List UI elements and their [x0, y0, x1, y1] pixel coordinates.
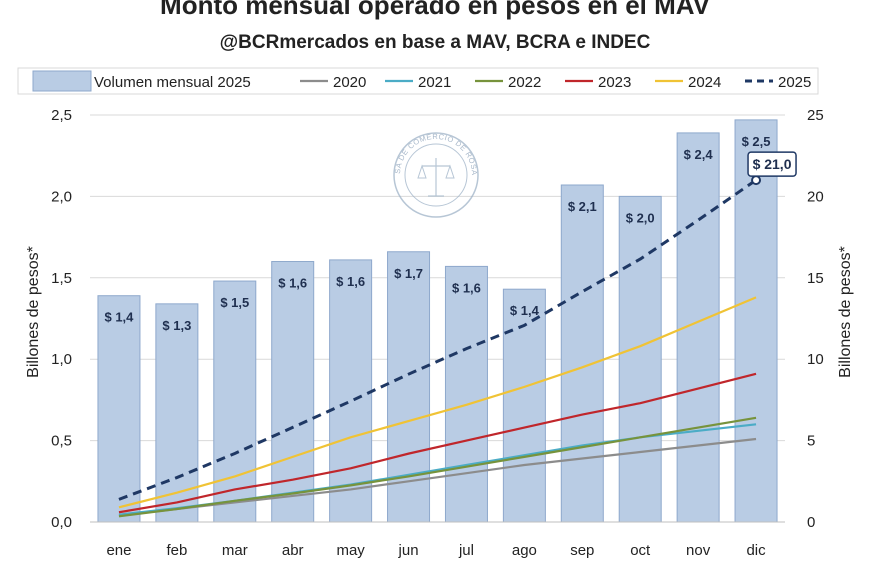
line-series: $ 21,0	[118, 151, 797, 518]
legend-frame	[17, 67, 819, 95]
chart-subtitle: @BCRmercados en base a MAV, BCRA e INDEC	[220, 32, 651, 53]
right-tick-label: 20	[807, 188, 824, 205]
line-series-2022	[118, 416, 757, 518]
x-tick-label: oct	[630, 542, 651, 559]
left-tick-label: 0,0	[51, 514, 72, 531]
right-tick-label: 25	[807, 107, 824, 124]
right-axis-label: Billones de pesos*	[837, 246, 854, 378]
right-tick-label: 0	[807, 514, 815, 531]
bar	[734, 119, 778, 523]
bar-data-label: $ 2,1	[568, 199, 597, 214]
bar-data-label: $ 1,6	[336, 274, 365, 289]
bar	[97, 295, 141, 523]
bar-data-label: $ 1,3	[162, 318, 191, 333]
axes: 0,0 0,5 1,0 1,5 2,0 2,5 0 5 10 15 20 25 ene feb mar abr…	[51, 107, 824, 559]
x-tick-label: abr	[282, 542, 304, 559]
bar	[213, 280, 257, 523]
right-tick-label: 10	[807, 351, 824, 368]
x-tick-label: feb	[166, 542, 187, 559]
legend-label-2025: 2025	[778, 74, 811, 91]
legend-label-bars: Volumen mensual 2025	[94, 74, 251, 91]
x-tick-label: nov	[686, 542, 711, 559]
line-series-2023	[118, 372, 757, 514]
left-tick-label: 2,0	[51, 188, 72, 205]
annotation-marker	[751, 175, 762, 186]
annotation-label: $ 21,0	[753, 156, 792, 172]
left-tick-label: 2,5	[51, 107, 72, 124]
bar	[502, 288, 546, 523]
bar	[560, 184, 604, 523]
left-tick-label: 1,5	[51, 270, 72, 287]
line-series-2024	[118, 296, 757, 509]
bar-data-label: $ 1,4	[104, 310, 134, 325]
bar-series: $ 1,4 $ 1,3 $ 1,5 $ 1,6 $ 1,6 $ 1,7 $ 1,6 $ 1,4…	[97, 119, 778, 523]
x-tick-label: may	[336, 542, 365, 559]
bar	[444, 265, 488, 523]
x-tick-label: jun	[398, 542, 419, 559]
left-tick-label: 0,5	[51, 433, 72, 450]
annotation-box	[747, 151, 797, 177]
legend-label-2023: 2023	[598, 74, 631, 91]
bar-data-label: $ 2,4	[684, 147, 714, 162]
bar	[329, 259, 373, 523]
line-series-2020	[118, 437, 757, 517]
bar-data-label: $ 1,6	[278, 276, 307, 291]
right-tick-label: 5	[807, 433, 815, 450]
bar-data-label: $ 2,0	[626, 210, 655, 225]
bar	[618, 195, 662, 523]
bar-data-label: $ 1,7	[394, 266, 423, 281]
legend-label-2021: 2021	[418, 74, 451, 91]
chart-title: Monto mensual operado en pesos en el MAV	[160, 0, 711, 20]
x-tick-label: ene	[106, 542, 131, 559]
left-axis-label: Billones de pesos*	[25, 246, 42, 378]
bar-data-label: $ 1,6	[452, 280, 481, 295]
bar-data-label: $ 1,5	[220, 295, 249, 310]
left-tick-label: 1,0	[51, 351, 72, 368]
x-tick-label: dic	[746, 542, 766, 559]
x-tick-label: jul	[458, 542, 474, 559]
right-tick-label: 15	[807, 270, 824, 287]
legend-label-2022: 2022	[508, 74, 541, 91]
legend-swatch-bars	[32, 70, 92, 92]
legend-label-2020: 2020	[333, 74, 366, 91]
bar-data-label: $ 1,4	[510, 303, 540, 318]
bar-data-label: $ 2,5	[742, 134, 771, 149]
x-tick-label: mar	[222, 542, 248, 559]
x-tick-label: sep	[570, 542, 594, 559]
line-series-2025	[118, 178, 757, 501]
legend-label-2024: 2024	[688, 74, 721, 91]
bar	[155, 303, 199, 523]
legend: Volumen mensual 2025 2020 2021 2022 2023 2024…	[17, 67, 819, 95]
x-tick-label: ago	[512, 542, 537, 559]
